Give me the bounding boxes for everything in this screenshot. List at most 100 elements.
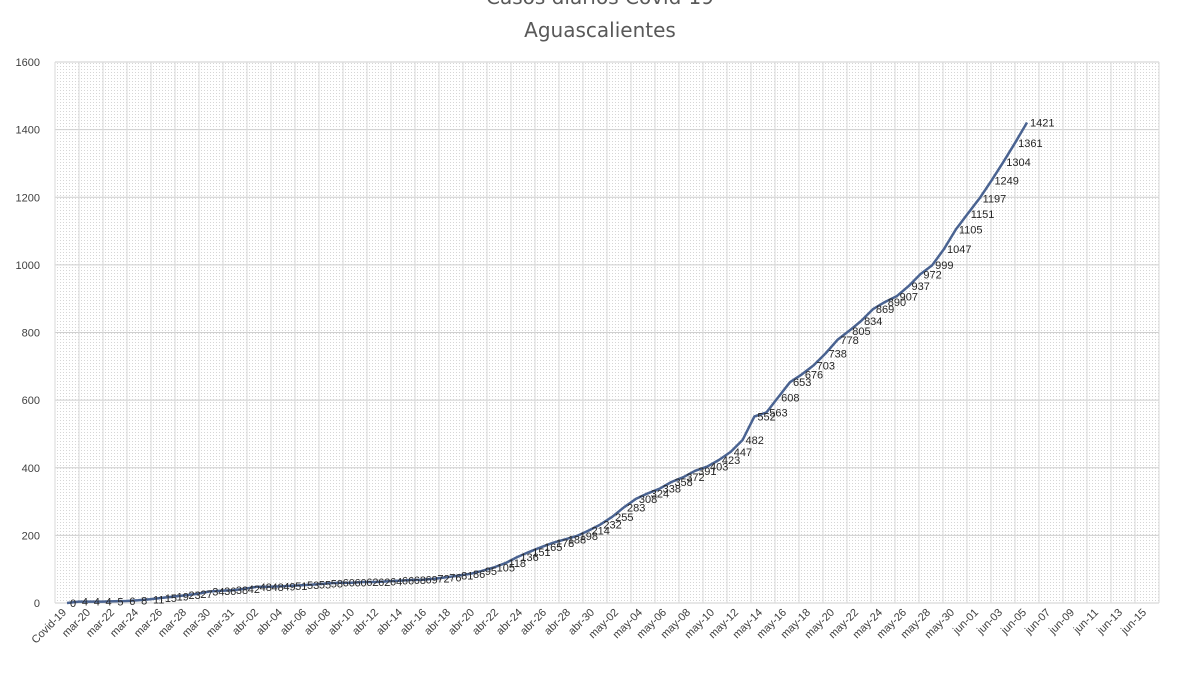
data-label: 738: [829, 348, 847, 360]
data-label: 324: [651, 488, 669, 500]
chart-subtitle: Aguascalientes: [524, 18, 676, 42]
data-label: 4: [94, 597, 100, 609]
x-tick-label: abr-02: [230, 607, 261, 638]
x-tick-label: jun-11: [1071, 607, 1101, 637]
y-axis: 0 200 400 600 800 1000 1200 1400 1600: [16, 57, 40, 610]
data-label: 4: [82, 597, 88, 609]
data-labels: 0 4 4 4 5 6 8 11 15 19 23 27 34 36 38 42 48 48 49 51 53 55 58 6…: [70, 118, 1054, 610]
data-label: 8: [141, 595, 147, 607]
data-label: 482: [746, 435, 764, 447]
data-label: 49: [283, 581, 295, 593]
x-tick-label: abr-04: [254, 607, 285, 638]
y-tick-label: 200: [22, 530, 40, 542]
x-tick-label: abr-06: [278, 607, 309, 638]
data-label: 423: [722, 455, 740, 467]
data-label: 48: [271, 582, 283, 594]
data-label: 11: [153, 594, 164, 606]
data-label: 178: [556, 538, 574, 550]
data-label: 1249: [994, 176, 1018, 188]
data-label: 1421: [1030, 118, 1054, 130]
y-tick-label: 1400: [16, 125, 40, 137]
data-label: 55: [319, 579, 331, 591]
data-label: 34: [212, 587, 224, 599]
data-label: 60: [343, 578, 355, 590]
data-label: 372: [686, 472, 704, 484]
data-label: 214: [591, 526, 609, 538]
data-label: 136: [520, 552, 538, 564]
x-tick-label: jun-15: [1118, 607, 1149, 638]
data-label: 1361: [1018, 138, 1042, 150]
data-label: 308: [639, 494, 657, 506]
series-line: [66, 121, 1029, 605]
data-label: 105: [497, 562, 515, 574]
data-label: 907: [900, 291, 918, 303]
data-label: 19: [177, 592, 189, 604]
data-label: 447: [734, 447, 752, 459]
data-label: 66: [402, 576, 414, 588]
y-tick-label: 600: [22, 395, 40, 407]
y-tick-label: 1600: [16, 57, 40, 69]
x-tick-label: abr-24: [494, 607, 525, 638]
data-label: 27: [200, 589, 212, 601]
x-tick-label: Covid-19: [30, 607, 70, 647]
data-label: 391: [698, 466, 716, 478]
data-label: 81: [461, 571, 473, 583]
data-label: 283: [627, 502, 645, 514]
data-label: 36: [224, 586, 236, 598]
y-tick-label: 1000: [16, 260, 40, 272]
data-label: 165: [544, 542, 562, 554]
y-tick-label: 1200: [16, 192, 40, 204]
data-label: 5: [117, 596, 123, 608]
data-label: 69: [426, 575, 438, 587]
x-tick-label: abr-22: [470, 607, 501, 638]
data-label: 64: [390, 576, 402, 588]
data-label: 999: [935, 260, 953, 272]
data-label: 0: [70, 598, 76, 610]
x-tick-label: abr-14: [374, 607, 405, 638]
data-label: 68: [414, 575, 426, 587]
data-label: 1151: [971, 209, 995, 221]
data-label: 76: [449, 572, 461, 584]
x-tick-label: abr-12: [350, 607, 381, 638]
data-label: 62: [366, 577, 378, 589]
data-label: 232: [603, 520, 621, 532]
gridlines: [54, 61, 1160, 604]
data-label: 703: [817, 360, 835, 372]
data-label: 255: [615, 512, 633, 524]
data-label: 198: [580, 531, 598, 543]
data-label: 1304: [1006, 157, 1030, 169]
x-tick-label: abr-20: [446, 607, 477, 638]
data-label: 1105: [959, 224, 983, 236]
data-label: 4: [106, 597, 112, 609]
x-tick-label: abr-28: [542, 607, 573, 638]
x-tick-label: jun-13: [1094, 607, 1125, 638]
data-label: 15: [165, 593, 177, 605]
data-label: 188: [568, 534, 586, 546]
data-label: 6: [129, 596, 135, 608]
data-label: 1197: [983, 193, 1007, 205]
y-tick-label: 400: [22, 463, 40, 475]
x-tick-label: jun-03: [974, 607, 1005, 638]
data-label: 95: [485, 566, 497, 578]
data-label: 890: [888, 297, 906, 309]
data-label: 403: [710, 462, 728, 474]
data-label: 48: [260, 582, 272, 594]
x-tick-label: jun-09: [1046, 607, 1077, 638]
x-tick-label: abr-26: [518, 607, 549, 638]
chart-title: Casos diarios Covid-19: [486, 0, 714, 9]
x-tick-label: abr-16: [398, 607, 429, 638]
data-label: 1047: [947, 244, 971, 256]
data-label: 62: [378, 577, 390, 589]
data-label: 51: [295, 581, 307, 593]
data-label: 72: [437, 574, 449, 586]
data-label: 805: [852, 326, 870, 338]
data-label: 834: [864, 316, 882, 328]
data-label: 552: [757, 411, 775, 423]
x-axis: Covid-19mar-20mar-22mar-24mar-26mar-28ma…: [30, 607, 1150, 647]
data-label: 653: [793, 377, 811, 389]
data-label: 38: [236, 585, 248, 597]
x-tick-label: abr-10: [326, 607, 357, 638]
data-label: 151: [532, 547, 550, 559]
x-tick-label: jun-05: [998, 607, 1029, 638]
